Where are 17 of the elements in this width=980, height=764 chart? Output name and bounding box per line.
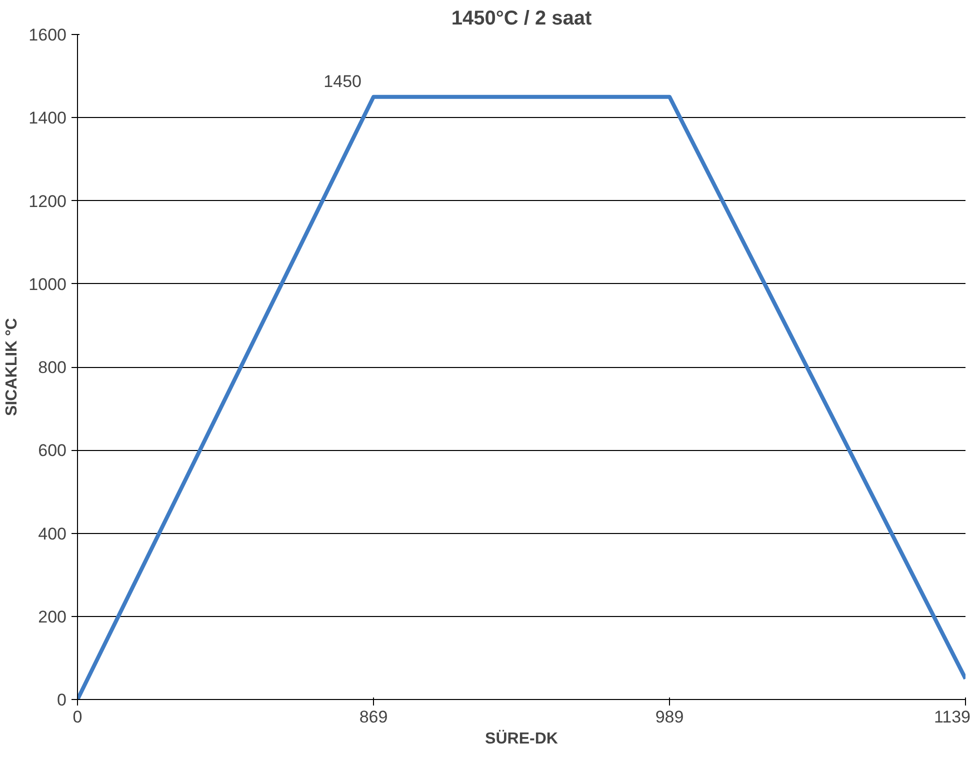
y-tick-label: 800 <box>38 358 67 377</box>
x-axis-title: SÜRE-DK <box>485 730 558 748</box>
y-tick-label: 1600 <box>28 26 67 44</box>
y-tick-label: 1200 <box>28 192 67 211</box>
chart-title: 1450°C / 2 saat <box>451 8 592 30</box>
y-tick-label: 0 <box>57 690 67 710</box>
y-axis-title: SICAKLIK °C <box>4 318 21 416</box>
x-tick-label: 989 <box>655 708 684 726</box>
y-tick-label: 1000 <box>28 274 67 294</box>
x-tick-label: 869 <box>359 708 388 726</box>
x-tick-label: 1139 <box>934 708 971 726</box>
y-tick-label: 400 <box>38 524 67 544</box>
y-tick-label: 1400 <box>28 108 67 128</box>
y-tick-label: 200 <box>38 607 67 626</box>
y-tick-label: 600 <box>38 441 67 460</box>
x-tick-label: 0 <box>72 708 82 726</box>
data-label: 1450 <box>324 72 362 91</box>
